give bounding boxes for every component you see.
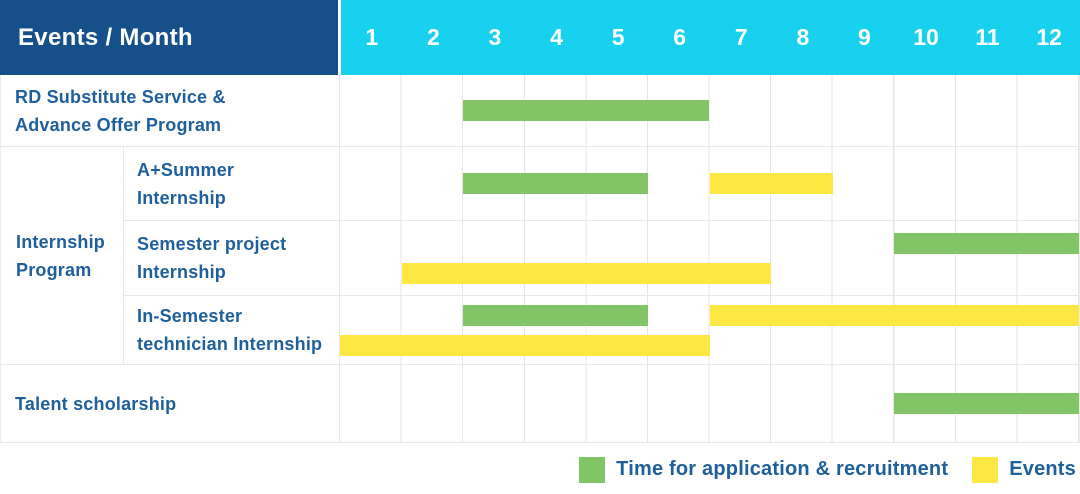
table-header: Events / Month 1 2 3 4 5 6 7 8 9 10 11 1… — [0, 0, 1080, 75]
internship-program-group: Internship Program A+Summer Internship S… — [1, 146, 1079, 364]
row-label-a-summer-internship: A+Summer Internship — [124, 147, 340, 220]
row-label-line: technician Internship — [137, 334, 323, 354]
row-label-line: RD Substitute Service & — [15, 86, 226, 107]
month-header-10: 10 — [913, 24, 939, 50]
gantt-bar-application — [894, 393, 1079, 414]
row-label-in-semester-technician-internship: In-Semester technician Internship — [124, 296, 340, 364]
legend: Time for application & recruitment Event… — [0, 443, 1080, 494]
row-label-line: A+Summer — [137, 159, 235, 180]
gantt-track-a-summer-internship — [340, 147, 1079, 220]
gantt-track-rd-substitute — [340, 75, 1079, 146]
gantt-bar-application — [894, 232, 1079, 254]
gantt-bar-events — [401, 262, 772, 284]
month-header-6: 6 — [673, 24, 687, 50]
legend-application-swatch — [579, 456, 606, 483]
row-label-rd-substitute: RD Substitute Service & Advance Offer Pr… — [1, 75, 340, 146]
month-header-12: 12 — [1036, 24, 1062, 50]
table-body: RD Substitute Service & Advance Offer Pr… — [0, 75, 1080, 443]
table-row: A+Summer Internship — [124, 147, 1079, 220]
legend-events-label: Events — [1009, 458, 1076, 480]
row-label-line: Talent scholarship — [15, 393, 177, 414]
month-header-4: 4 — [550, 24, 563, 50]
table-row: Semester project Internship — [124, 220, 1079, 295]
table-row: Talent scholarship — [1, 364, 1079, 442]
group-label-internship-program: Internship Program — [1, 147, 124, 364]
month-header-1: 1 — [365, 24, 379, 50]
row-label-talent-scholarship: Talent scholarship — [1, 365, 340, 442]
gantt-track-semester-project-internship — [340, 221, 1079, 295]
month-header-7: 7 — [734, 24, 748, 50]
row-label-line: Internship — [137, 187, 227, 208]
events-month-header-cell: Events / Month — [0, 0, 338, 75]
gantt-bar-events — [709, 173, 833, 194]
gantt-track-in-semester-technician-internship — [340, 296, 1079, 364]
row-label-line: Internship — [137, 262, 227, 282]
legend-application-label: Time for application & recruitment — [616, 458, 949, 480]
month-header-row: 1 2 3 4 5 6 7 8 9 10 11 12 — [341, 0, 1080, 75]
gantt-bar-application — [463, 100, 710, 121]
table-row: In-Semester technician Internship — [124, 295, 1079, 364]
row-label-line: Semester project — [137, 234, 287, 254]
table-row: RD Substitute Service & Advance Offer Pr… — [1, 75, 1079, 146]
month-header-11: 11 — [975, 24, 1000, 50]
gantt-track-talent-scholarship — [340, 365, 1079, 442]
month-header-8: 8 — [796, 24, 810, 50]
gantt-bar-events — [709, 304, 1079, 326]
month-header-2: 2 — [426, 24, 440, 50]
month-header-5: 5 — [611, 24, 625, 50]
month-header-3: 3 — [488, 24, 502, 50]
gantt-bar-events — [340, 334, 710, 356]
gantt-bar-application — [463, 304, 648, 326]
month-header-9: 9 — [858, 24, 871, 50]
group-label-line: Internship — [16, 231, 106, 252]
gantt-bar-application — [463, 173, 648, 194]
legend-events-swatch — [972, 456, 999, 483]
row-label-line: Advance Offer Program — [15, 114, 222, 135]
row-label-line: In-Semester — [137, 306, 243, 326]
row-label-semester-project-internship: Semester project Internship — [124, 221, 340, 295]
group-label-line: Program — [16, 259, 92, 280]
